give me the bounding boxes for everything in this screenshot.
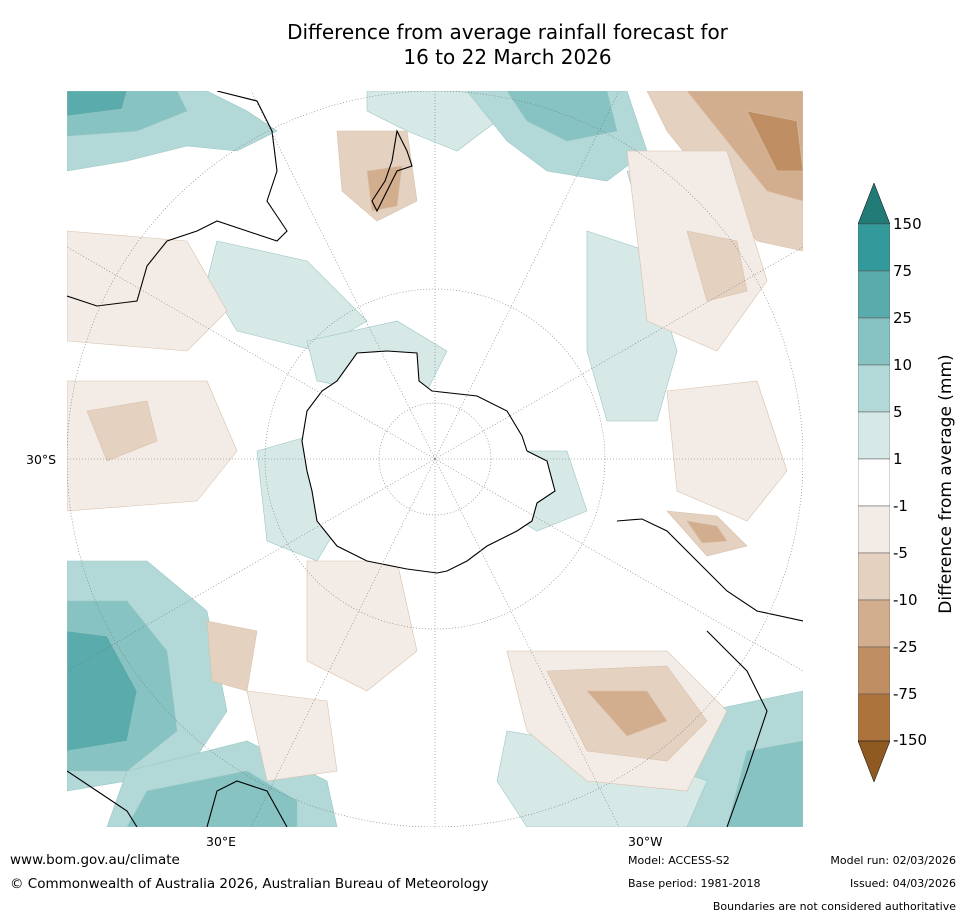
footer-model: Model: ACCESS-S2 bbox=[628, 854, 730, 867]
dry-region-pacific-core bbox=[686, 230, 748, 302]
colorbar-tick-m1: -1 bbox=[893, 497, 908, 515]
colorbar-tick-1: 1 bbox=[893, 450, 903, 468]
dry-region-new-zealand-core bbox=[366, 165, 403, 212]
dry-anomaly-regions bbox=[67, 91, 803, 792]
colorbar-m25-m10 bbox=[858, 599, 890, 648]
map-svg bbox=[67, 91, 803, 827]
colorbar-tick-m10: -10 bbox=[893, 591, 918, 609]
colorbar-neutral bbox=[858, 458, 890, 507]
colorbar-m5-m1 bbox=[858, 505, 890, 554]
map-title: Difference from average rainfall forecas… bbox=[0, 20, 965, 70]
colorbar-m150-m75 bbox=[858, 693, 890, 742]
meridian-30w bbox=[434, 458, 620, 827]
footer-base-period: Base period: 1981-2018 bbox=[628, 877, 761, 890]
dry-region-south-west-coast bbox=[246, 690, 338, 782]
wet-region-south-core bbox=[126, 770, 298, 827]
colorbar-25-75 bbox=[858, 270, 890, 319]
rainfall-anomaly-map bbox=[67, 91, 803, 827]
wet-region-northwest-deep bbox=[67, 91, 128, 117]
colorbar-tick-m150: -150 bbox=[893, 731, 928, 749]
wet-region-north-center-core bbox=[506, 91, 618, 142]
antarctica-coastline bbox=[301, 350, 556, 574]
coastline-australia bbox=[67, 91, 288, 307]
footer-issued: Issued: 04/03/2026 bbox=[849, 877, 956, 890]
colorbar-bottom-extension bbox=[858, 740, 890, 783]
colorbar-10-25 bbox=[858, 317, 890, 366]
coastlines bbox=[67, 91, 803, 827]
dry-region-south-central bbox=[306, 560, 418, 692]
colorbar bbox=[858, 183, 890, 783]
colorbar-75-150 bbox=[858, 223, 890, 272]
dry-region-andes-core bbox=[686, 520, 728, 544]
footer-url[interactable]: www.bom.gov.au/climate bbox=[10, 852, 180, 868]
colorbar-tick-10: 10 bbox=[893, 356, 913, 374]
coastline-africa bbox=[67, 770, 288, 827]
footer-model-run: Model run: 02/03/2026 bbox=[830, 854, 956, 867]
title-line-1: Difference from average rainfall forecas… bbox=[287, 20, 728, 44]
dry-region-south-central-core bbox=[206, 620, 258, 692]
wet-region-southeast-core bbox=[726, 740, 803, 827]
colorbar-tick-25: 25 bbox=[893, 309, 913, 327]
meridian-30e bbox=[250, 458, 436, 827]
meridian-150e bbox=[250, 91, 436, 460]
footer-copyright: © Commonwealth of Australia 2026, Austra… bbox=[10, 876, 489, 892]
dry-region-west-ocean bbox=[67, 230, 228, 352]
lon-label-30w: 30°W bbox=[628, 834, 663, 849]
coastline-new-zealand bbox=[371, 129, 413, 213]
colorbar-tick-m25: -25 bbox=[893, 638, 918, 656]
meridian-150w bbox=[434, 91, 620, 460]
colorbar-tick-150: 150 bbox=[893, 215, 922, 233]
colorbar-top-extension bbox=[858, 183, 890, 225]
dry-region-south-america-deep bbox=[586, 690, 668, 737]
wet-region-southwest-deep bbox=[67, 630, 138, 752]
colorbar-tick-m5: -5 bbox=[893, 544, 908, 562]
lon-label-30e: 30°E bbox=[206, 834, 237, 849]
coastline-south-america bbox=[616, 518, 803, 827]
graticule bbox=[67, 91, 803, 827]
colorbar-tick-m75: -75 bbox=[893, 685, 918, 703]
dry-region-east-central bbox=[666, 380, 788, 522]
colorbar-5-10 bbox=[858, 364, 890, 413]
colorbar-title: Difference from average (mm) bbox=[936, 354, 956, 614]
dry-region-indian-ocean bbox=[67, 380, 238, 512]
colorbar-tick-5: 5 bbox=[893, 403, 903, 421]
colorbar-m75-m25 bbox=[858, 646, 890, 695]
dry-region-northeast-deep bbox=[746, 110, 803, 172]
colorbar-m10-m5 bbox=[858, 552, 890, 601]
footer-disclaimer: Boundaries are not considered authoritat… bbox=[712, 900, 956, 913]
lat-label-30s: 30°S bbox=[26, 452, 57, 467]
wet-region-north bbox=[366, 91, 498, 152]
title-line-2: 16 to 22 March 2026 bbox=[403, 45, 612, 69]
dry-region-indian-ocean-core bbox=[86, 400, 158, 462]
colorbar-tick-75: 75 bbox=[893, 262, 913, 280]
colorbar-1-5 bbox=[858, 411, 890, 460]
